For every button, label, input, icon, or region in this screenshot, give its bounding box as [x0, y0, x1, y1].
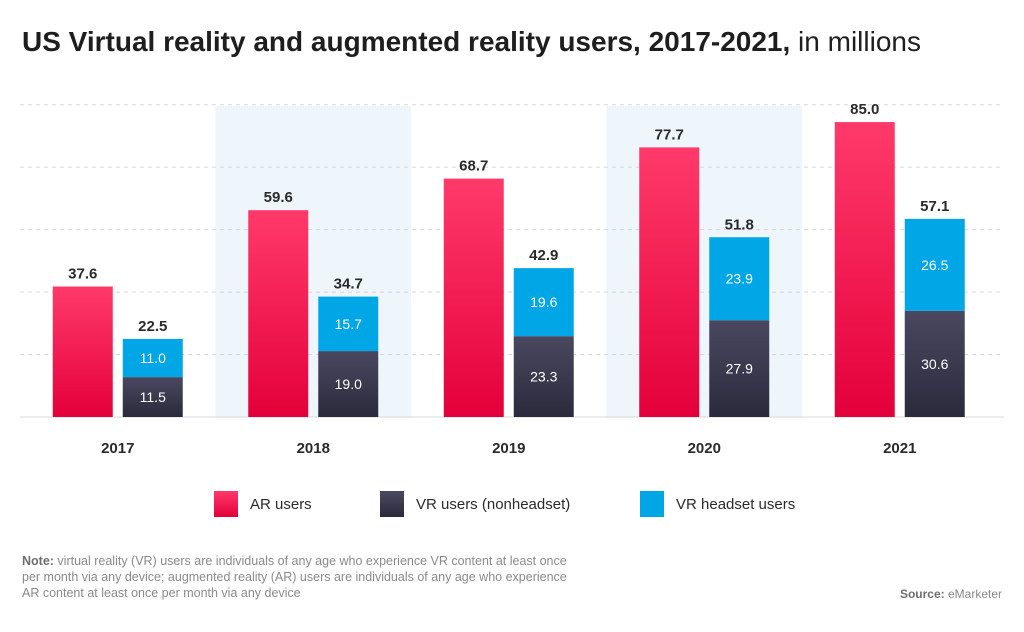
label-vr-headset-2017: 11.0 [140, 350, 166, 366]
legend-label-vr-nonheadset: VR users (nonheadset) [416, 496, 570, 513]
footnote-label: Note: [22, 554, 54, 568]
label-vr-nonheadset-2018: 19.0 [335, 376, 362, 392]
legend-swatch-vr-headset [640, 491, 664, 517]
label-vr-nonheadset-2017: 11.5 [140, 389, 166, 405]
source-label: Source: [899, 587, 945, 601]
legend-label-ar-users: AR users [250, 496, 312, 513]
bar-ar-users-2021 [834, 122, 895, 418]
label-vr-nonheadset-2019: 23.3 [530, 369, 557, 385]
label-vr-nonheadset-2021: 30.6 [921, 356, 948, 372]
bar-ar-users-2020 [639, 147, 700, 418]
label-ar-users-2019: 68.7 [459, 158, 488, 175]
chart-title-main: US Virtual reality and augmented reality… [22, 26, 791, 57]
label-vr-headset-2018: 15.7 [335, 316, 362, 332]
bar-vr-headset-2020 [709, 237, 770, 321]
x-tick-2018: 2018 [297, 440, 330, 457]
label-ar-users-2021: 85.0 [850, 101, 879, 118]
bar-vr-headset-2019 [513, 268, 574, 337]
label-vr-total-2017: 22.5 [138, 318, 167, 335]
label-vr-nonheadset-2020: 27.9 [726, 361, 753, 377]
legend-label-vr-headset: VR headset users [676, 496, 795, 513]
label-vr-headset-2021: 26.5 [921, 257, 948, 273]
label-vr-headset-2019: 19.6 [530, 294, 557, 310]
x-tick-2017: 2017 [101, 440, 134, 457]
bar-vr-nonheadset-2021 [904, 310, 965, 417]
bar-ar-users-2019 [443, 178, 504, 417]
bar-vr-nonheadset-2018 [318, 351, 379, 417]
bar-vr-headset-2018 [318, 296, 379, 352]
label-ar-users-2017: 37.6 [68, 266, 97, 283]
footnote: Note: virtual reality (VR) users are ind… [22, 553, 582, 601]
label-vr-total-2019: 42.9 [529, 247, 558, 264]
label-ar-users-2018: 59.6 [264, 189, 293, 206]
label-vr-headset-2020: 23.9 [726, 271, 753, 287]
bar-vr-headset-2017 [122, 338, 183, 378]
bar-vr-nonheadset-2017 [122, 377, 183, 417]
bar-ar-users-2018 [248, 210, 309, 417]
footnote-text: virtual reality (VR) users are individua… [22, 554, 567, 600]
band-2018 [215, 106, 411, 417]
x-tick-2020: 2020 [688, 440, 721, 457]
source-credit: Source: eMarketer [900, 587, 1002, 601]
label-vr-total-2018: 34.7 [334, 276, 363, 293]
chart-title-unit: in millions [790, 26, 921, 57]
label-ar-users-2020: 77.7 [655, 126, 684, 143]
legend-swatch-vr-nonheadset [380, 491, 404, 517]
bar-vr-nonheadset-2019 [513, 336, 574, 417]
label-vr-total-2021: 57.1 [920, 198, 949, 215]
source-text: eMarketer [944, 587, 1002, 601]
band-2020 [606, 106, 802, 417]
bar-ar-users-2017 [52, 286, 113, 417]
chart-title: US Virtual reality and augmented reality… [22, 26, 921, 58]
x-tick-2019: 2019 [492, 440, 525, 457]
bar-vr-nonheadset-2020 [709, 320, 770, 417]
x-tick-2021: 2021 [883, 440, 916, 457]
label-vr-total-2020: 51.8 [725, 216, 754, 233]
bar-vr-headset-2021 [904, 218, 965, 311]
legend-swatch-ar-users [214, 491, 238, 517]
